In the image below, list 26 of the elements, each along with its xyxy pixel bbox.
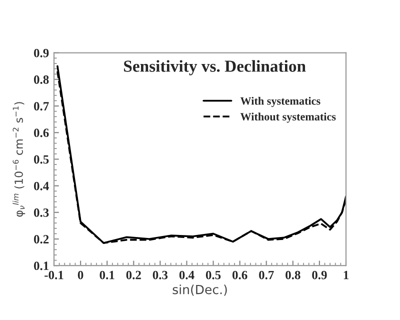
y-tick-label: 0.7	[34, 102, 49, 111]
chart-title: Sensitivity vs. Declination	[124, 60, 306, 76]
x-tick-label: 0.6	[232, 270, 248, 280]
y-tick-label: 0.5	[34, 155, 49, 164]
x-tick-label: 0.1	[100, 270, 114, 280]
y-tick-label: 0.4	[34, 182, 49, 190]
x-tick-label: 0.5	[206, 270, 221, 280]
y-tick-label: 0.9	[34, 48, 49, 58]
x-tick-label: 0.4	[179, 270, 194, 280]
x-tick-label: 0.9	[312, 270, 327, 280]
y-tick-label: 0.1	[34, 262, 48, 270]
y-tick-label: 0.2	[34, 235, 49, 244]
x-tick-label: 1	[344, 270, 348, 280]
legend-label: Without systematics	[240, 112, 336, 123]
text: φ$_{ν}$$^{lim}$ (10$^{−6}$ cm$^{−2}$ s$^{−1}$)	[12, 102, 26, 217]
y-tick-label: 0.3	[34, 208, 49, 217]
y-tick-label: 0.6	[34, 128, 49, 138]
x-tick-label: 0.7	[259, 270, 274, 280]
x-axis-title: sin(Dec.)	[172, 284, 227, 296]
y-tick-label: 0.8	[34, 75, 49, 84]
x-tick-label: -0.1	[44, 270, 64, 280]
x-tick-label: 0.2	[126, 270, 141, 280]
legend-label: With systematics	[240, 96, 320, 108]
x-tick-label: 0.8	[286, 270, 300, 280]
x-tick-label: 0	[78, 270, 84, 280]
x-tick-label: 0.3	[152, 270, 168, 280]
